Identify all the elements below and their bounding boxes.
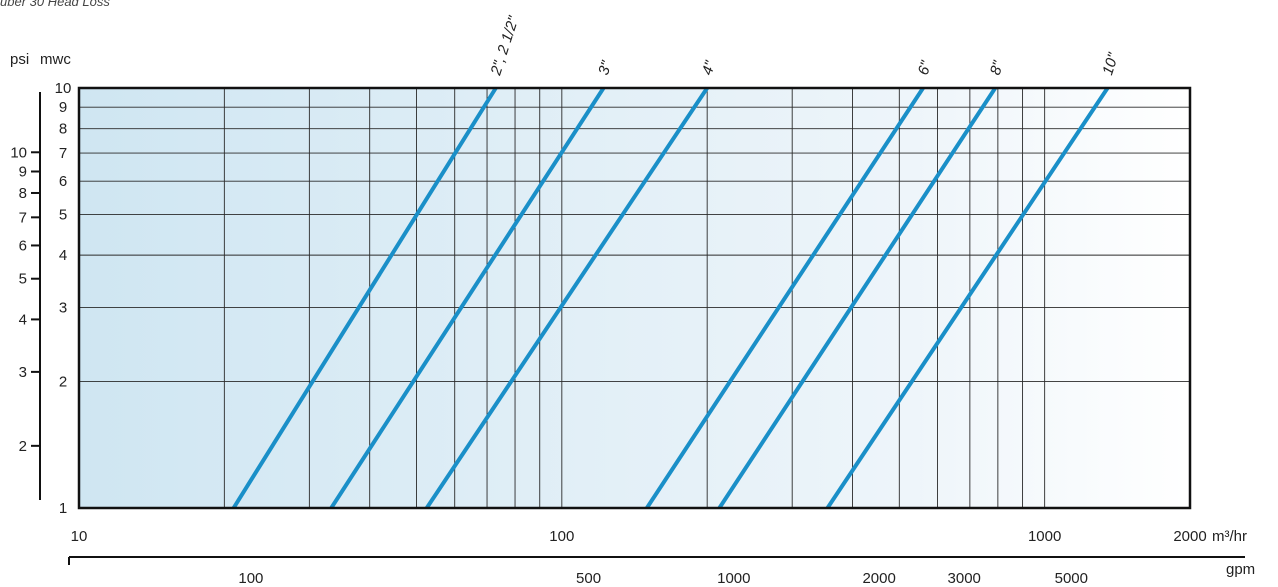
y-tick-label: 7	[59, 145, 67, 162]
y-axis-unit-psi: psi	[10, 51, 29, 68]
psi-tick-label: 7	[19, 209, 27, 226]
y-tick-label: 5	[59, 206, 67, 223]
y-tick-label: 9	[59, 99, 67, 116]
x-axis-unit-gpm: gpm	[1226, 561, 1255, 578]
x-tick-label: 1000	[1028, 528, 1061, 545]
y-tick-label: 2	[59, 374, 67, 391]
x-tick-label: 2000	[1173, 528, 1206, 545]
series-line	[231, 86, 498, 510]
gpm-tick-label: 3000	[948, 570, 981, 587]
y-tick-label: 8	[59, 121, 67, 138]
series-lines	[231, 86, 1110, 510]
y-tick-label: 1	[59, 500, 67, 517]
psi-tick-label: 2	[19, 438, 27, 455]
y-tick-label: 10	[55, 80, 72, 97]
psi-tick-label: 6	[19, 237, 27, 254]
x-axis-unit-m3hr: m³/hr	[1212, 528, 1247, 545]
gpm-tick-label: 500	[576, 570, 601, 587]
series-line	[645, 86, 925, 510]
y-tick-label: 6	[59, 173, 67, 190]
series-line	[425, 86, 709, 510]
series-line	[717, 86, 997, 510]
chart-caption: uber 30 Head Loss	[0, 0, 110, 9]
series-line	[329, 86, 606, 510]
psi-tick-label: 3	[19, 364, 27, 381]
series-label: 10"	[1099, 50, 1122, 77]
x-tick-label: 100	[549, 528, 574, 545]
axes: 10 100 1000 2000 m³/hr 100 500 1000 2000 3000 5000…	[10, 51, 1255, 587]
psi-tick-label: 9	[19, 163, 27, 180]
psi-tick-label: 10	[10, 144, 27, 161]
gpm-tick-label: 1000	[717, 570, 750, 587]
gpm-tick-label: 100	[238, 570, 263, 587]
series-line	[825, 86, 1110, 510]
psi-tick-label: 4	[19, 311, 27, 328]
x-tick-label: 10	[71, 528, 88, 545]
series-label: 6"	[915, 58, 936, 77]
y-axis-unit-mwc: mwc	[40, 51, 71, 68]
gpm-tick-label: 2000	[862, 570, 895, 587]
grid-lines	[79, 88, 1190, 508]
series-label: 8"	[987, 58, 1008, 77]
plot-frame	[77, 86, 1192, 510]
series-label: 3"	[595, 58, 616, 77]
psi-tick-label: 5	[19, 271, 27, 288]
series-label: 4"	[699, 58, 720, 77]
plot-area	[79, 88, 1190, 508]
y-tick-label: 3	[59, 300, 67, 317]
y-tick-label: 4	[59, 247, 67, 264]
labels: 2", 2 1/2" 3" 4" 6" 8" 10"	[487, 14, 1122, 79]
psi-tick-label: 8	[19, 185, 27, 202]
gpm-tick-label: 5000	[1055, 570, 1088, 587]
series-label: 2", 2 1/2"	[487, 14, 522, 79]
